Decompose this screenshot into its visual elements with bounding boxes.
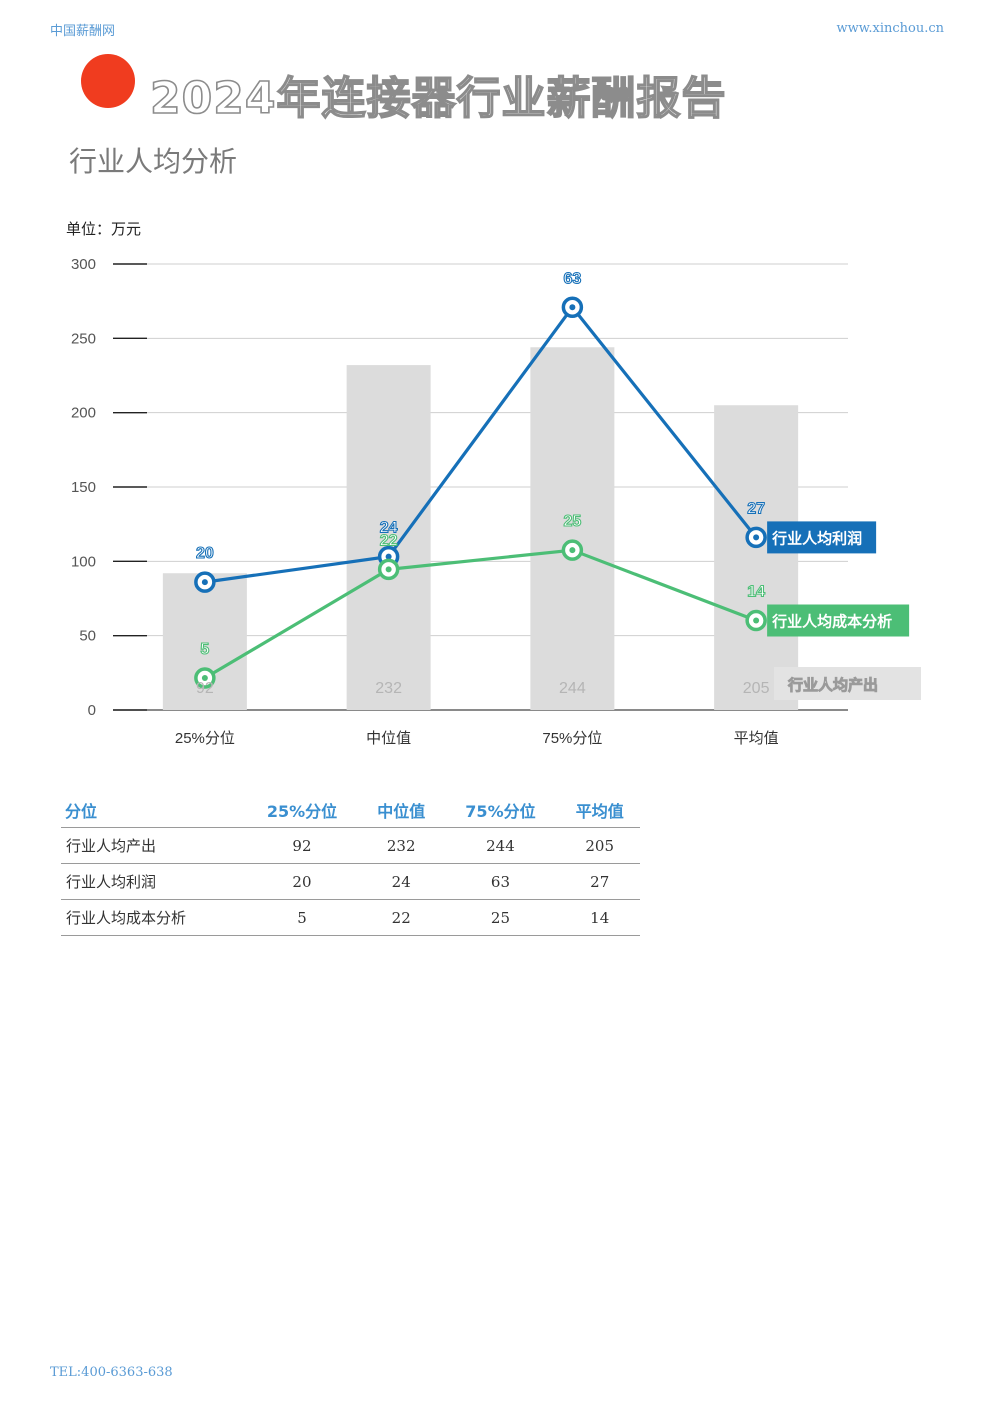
line-data-label: 63 bbox=[563, 270, 581, 287]
table-cell: 27 bbox=[559, 863, 640, 900]
table-header-cell: 中位值 bbox=[360, 793, 442, 828]
report-title: 2024年连接器行业薪酬报告 bbox=[149, 72, 727, 125]
data-point-center bbox=[753, 534, 760, 541]
y-tick-label: 250 bbox=[71, 330, 96, 347]
section-title: 行业人均分析 bbox=[69, 145, 238, 178]
line-data-label: 24 bbox=[380, 520, 398, 537]
legend-box bbox=[774, 667, 921, 700]
series-line bbox=[204, 305, 758, 584]
y-tick-label: 150 bbox=[71, 479, 96, 496]
table-row: 行业人均成本分析 5 22 25 14 bbox=[61, 899, 640, 936]
data-point-center bbox=[201, 675, 208, 682]
bar-data-label: 244 bbox=[559, 680, 586, 697]
table-cell: 25 bbox=[441, 899, 560, 936]
table-cell: 20 bbox=[243, 863, 361, 900]
table-header-cell: 25%分位 bbox=[243, 793, 361, 828]
x-tick-label: 25%分位 bbox=[175, 730, 235, 747]
table-header-cell: 平均值 bbox=[559, 793, 640, 828]
table-cell: 63 bbox=[441, 863, 560, 900]
y-tick-label: 200 bbox=[71, 405, 96, 422]
y-tick-label: 100 bbox=[71, 553, 96, 570]
x-tick-label: 平均值 bbox=[734, 730, 779, 747]
legend-label: 行业人均产出 bbox=[787, 676, 878, 694]
line-data-label: 22 bbox=[380, 532, 398, 549]
line-data-label: 14 bbox=[747, 584, 765, 601]
bar bbox=[714, 405, 799, 710]
table-cell: 232 bbox=[360, 827, 442, 864]
data-point-center bbox=[385, 553, 392, 560]
line-data-label: 25 bbox=[563, 513, 581, 530]
legend-label: 行业人均利润 bbox=[771, 529, 862, 547]
data-point-center bbox=[753, 617, 760, 624]
table-cell: 行业人均产出 bbox=[61, 827, 243, 864]
table-cell: 205 bbox=[559, 827, 640, 864]
legend-box bbox=[767, 604, 910, 637]
site-url[interactable]: www.xinchou.cn bbox=[836, 21, 944, 36]
series-line bbox=[204, 548, 757, 680]
x-tick-label: 中位值 bbox=[366, 730, 411, 747]
line-data-label: 20 bbox=[196, 545, 214, 562]
table-header-cell: 分位 bbox=[61, 793, 243, 828]
line-data-label: 5 bbox=[200, 641, 209, 658]
unit-label: 单位：万元 bbox=[66, 220, 142, 238]
table-cell: 5 bbox=[243, 899, 361, 936]
data-table: 分位 25%分位 中位值 75%分位 平均值 行业人均产出 92 232 244… bbox=[61, 793, 640, 936]
data-point-center bbox=[569, 547, 576, 554]
table-cell: 24 bbox=[360, 863, 442, 900]
y-tick-label: 50 bbox=[79, 628, 96, 645]
footer-tel: TEL:400-6363-638 bbox=[50, 1365, 173, 1380]
table-cell: 行业人均利润 bbox=[61, 863, 243, 900]
table-row: 行业人均产出 92 232 244 205 bbox=[61, 827, 640, 864]
combo-chart: 0 50 100 150 200 250 300 92 25%分位 232 中位值 244 75%分位… bbox=[71, 256, 921, 747]
bar-data-label: 92 bbox=[196, 680, 214, 697]
bar-data-label: 205 bbox=[743, 680, 770, 697]
table-row: 行业人均利润 20 24 63 27 bbox=[61, 863, 640, 900]
data-point-center bbox=[385, 566, 392, 573]
table-cell: 14 bbox=[559, 899, 640, 936]
data-point-center bbox=[569, 304, 576, 311]
table-cell: 92 bbox=[243, 827, 361, 864]
table-header-row: 分位 25%分位 中位值 75%分位 平均值 bbox=[61, 793, 640, 828]
data-point-center bbox=[201, 579, 208, 586]
accent-dot-icon bbox=[81, 54, 135, 108]
table-cell: 行业人均成本分析 bbox=[61, 899, 243, 936]
bar bbox=[346, 365, 431, 710]
table-cell: 22 bbox=[360, 899, 442, 936]
site-name: 中国薪酬网 bbox=[50, 24, 116, 39]
y-tick-label: 0 bbox=[88, 702, 96, 719]
bar-data-label: 232 bbox=[375, 680, 402, 697]
x-tick-label: 75%分位 bbox=[542, 730, 602, 747]
line-data-label: 27 bbox=[747, 500, 765, 517]
table-cell: 244 bbox=[441, 827, 560, 864]
legend-label: 行业人均成本分析 bbox=[771, 613, 892, 631]
legend-box bbox=[767, 521, 877, 554]
table-header-cell: 75%分位 bbox=[441, 793, 560, 828]
y-tick-label: 300 bbox=[71, 256, 96, 273]
bar bbox=[530, 347, 615, 710]
